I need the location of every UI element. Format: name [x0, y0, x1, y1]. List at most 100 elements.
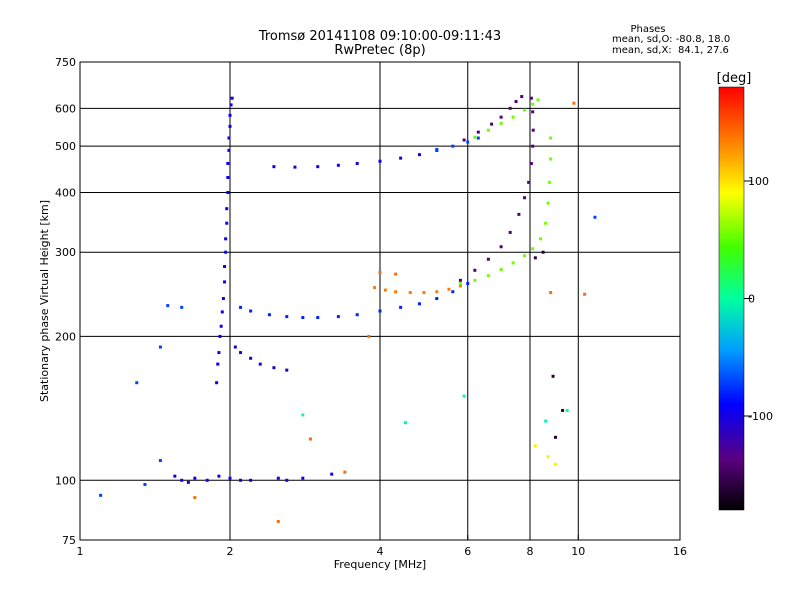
data-point [523, 254, 527, 258]
grid-lines [80, 62, 680, 540]
data-point [239, 305, 243, 309]
data-point [565, 408, 569, 412]
data-point [249, 356, 253, 360]
data-point [228, 113, 232, 117]
data-point [572, 101, 576, 105]
data-point [533, 256, 537, 260]
data-point [223, 265, 227, 269]
data-point [486, 128, 490, 132]
colorbar-tick-label: 100 [748, 175, 769, 188]
data-point [458, 284, 462, 288]
data-point [399, 305, 403, 309]
data-point [220, 310, 224, 314]
data-point [458, 282, 462, 286]
data-point [378, 159, 382, 163]
data-point [551, 374, 555, 378]
data-point [527, 180, 531, 184]
data-point [225, 207, 229, 211]
data-point [486, 257, 490, 261]
data-point [546, 201, 550, 205]
x-tick-label: 16 [673, 545, 687, 558]
data-point [239, 478, 243, 482]
data-point [226, 161, 230, 165]
data-point [531, 144, 535, 148]
data-point [544, 221, 548, 225]
data-point [180, 305, 184, 309]
data-point [499, 245, 503, 249]
data-point [466, 282, 470, 286]
stats-line-x: mean, sd,X: 84.1, 27.6 [612, 45, 729, 56]
x-tick-label: 4 [377, 545, 384, 558]
data-point [451, 290, 455, 294]
data-point [355, 161, 359, 165]
data-point [272, 165, 276, 169]
data-point [258, 362, 262, 366]
data-point [541, 250, 545, 254]
y-axis-label: Stationary phase Virtual Height [km] [38, 200, 51, 402]
data-point [476, 130, 480, 134]
data-point [228, 476, 232, 480]
data-point [373, 286, 377, 290]
data-point [529, 96, 533, 100]
data-point [490, 122, 494, 126]
data-point [180, 478, 184, 482]
data-point [511, 115, 515, 119]
data-point [499, 121, 503, 125]
data-point [593, 215, 597, 219]
x-tick-label: 1 [77, 545, 84, 558]
colorbar-tick-label: -100 [748, 410, 773, 423]
data-point [226, 175, 230, 179]
data-point [267, 313, 271, 317]
data-point [508, 106, 512, 110]
data-point [193, 496, 197, 500]
data-point [514, 100, 518, 104]
colorbar-label: [deg] [717, 71, 752, 86]
y-tick-label: 100 [55, 474, 76, 487]
data-point [276, 476, 280, 480]
data-point [383, 288, 387, 292]
data-point [285, 315, 289, 319]
data-point [511, 261, 515, 265]
data-point [378, 271, 382, 275]
data-point [249, 478, 253, 482]
data-point [217, 474, 221, 478]
data-point [186, 480, 190, 484]
data-point [435, 297, 439, 301]
data-point [549, 157, 553, 161]
data-point [173, 474, 177, 478]
data-point [473, 278, 477, 282]
data-point [378, 309, 382, 313]
data-point [367, 334, 371, 338]
data-point [447, 287, 451, 291]
data-point [316, 165, 320, 169]
stats-line-o: mean, sd,O: -80.8, 18.0 [612, 34, 730, 45]
data-point [517, 212, 521, 216]
data-point [343, 470, 347, 474]
data-point [143, 482, 147, 486]
data-point [422, 291, 426, 295]
data-point [546, 455, 550, 459]
data-point [336, 163, 340, 167]
data-point [221, 297, 225, 301]
data-point [531, 102, 535, 106]
data-point [531, 128, 535, 132]
data-point [508, 230, 512, 234]
data-point [272, 366, 276, 370]
chart-subtitle: RwPretec (8p) [334, 43, 425, 58]
stats-title: Phases [630, 24, 665, 35]
data-point [549, 291, 553, 295]
data-point [276, 519, 280, 523]
data-point [249, 309, 253, 313]
data-point [462, 138, 466, 142]
data-point [462, 394, 466, 398]
y-tick-label: 75 [62, 534, 76, 547]
data-point [229, 103, 233, 107]
data-point [223, 280, 227, 284]
data-point [399, 156, 403, 160]
data-point [531, 247, 535, 251]
data-point [205, 478, 209, 482]
data-point [217, 351, 221, 355]
data-point [499, 268, 503, 272]
data-point [408, 291, 412, 295]
data-point [330, 472, 334, 476]
